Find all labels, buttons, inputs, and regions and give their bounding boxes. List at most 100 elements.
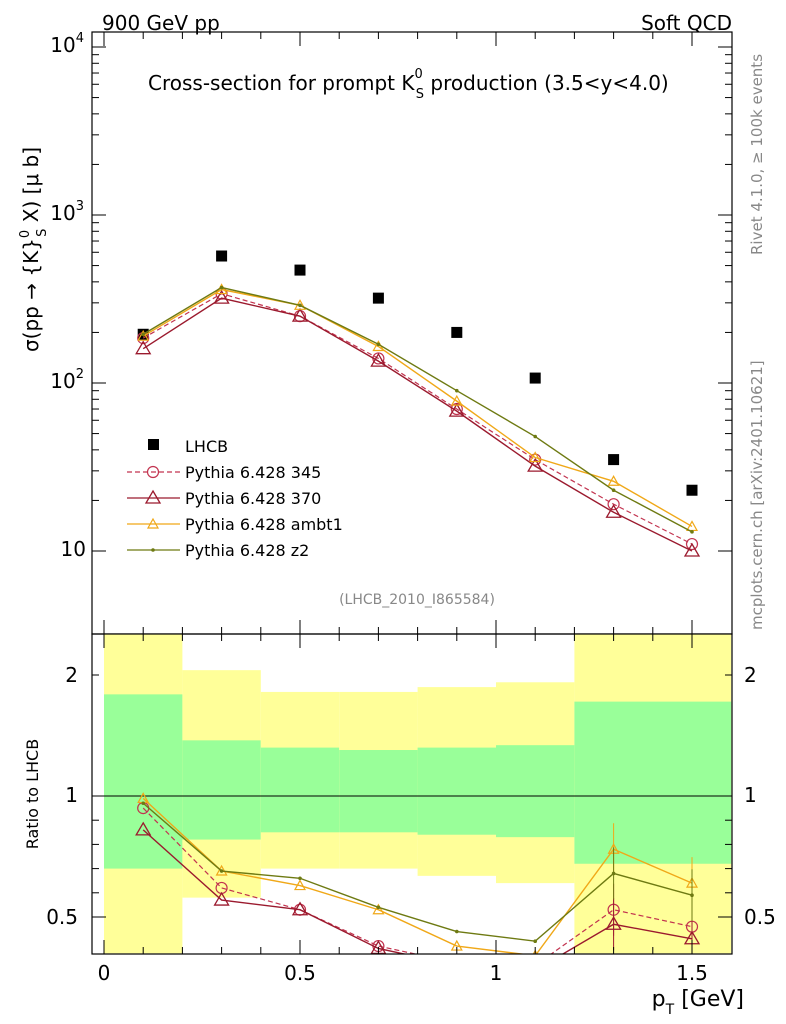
main-point-pythia-6-428-z2-2 (298, 303, 302, 308)
x-tick-label-1.5: 1.5 (676, 961, 708, 985)
legend-item-ambt1: Pythia 6.428 ambt1 (127, 515, 343, 534)
legend: LHCB Pythia 6.428 345 Pythia 6.428 370 P… (127, 437, 343, 560)
main-point-pythia-6-428-z2-4 (455, 388, 459, 393)
header-category: Soft QCD (641, 11, 732, 35)
main-point-pythia-6-428-370-2 (291, 307, 309, 322)
y-tick-label-10000: 104 (50, 31, 84, 57)
ratio-point-pythia-6-428-z2-1 (219, 869, 224, 873)
main-point-pythia-6-428-370-4 (448, 402, 465, 417)
ratio-point-pythia-6-428-345-5 (530, 960, 541, 971)
ratio-line-pythia-6-428-z2 (142, 802, 693, 942)
ratio-band-inner-2 (260, 747, 340, 833)
ratio-band-inner-3 (339, 750, 418, 833)
legend-marker-ambt1 (146, 517, 160, 529)
ratio-band-inner-0 (104, 694, 183, 869)
main-point-pythia-6-428-ambt1-4 (450, 394, 463, 406)
main-point-pythia-6-428-ambt1-0 (137, 329, 150, 341)
main-line-pythia-6-428-345 (142, 293, 693, 545)
main-point-pythia-6-428-370-3 (370, 352, 387, 367)
main-point-pythia-6-428-z2-7 (690, 530, 694, 534)
ratio-band-inner-1 (182, 740, 261, 840)
mcplots-label: mcplots.cern.ch [arXiv:2401.10621] (748, 360, 766, 630)
plot-title: Cross-section for prompt K0 S production … (148, 67, 669, 102)
main-line-pythia-6-428-ambt1 (142, 288, 693, 528)
legend-item-p345: Pythia 6.428 345 (127, 463, 321, 482)
ratio-point-pythia-6-428-z2-6 (611, 871, 616, 876)
main-y-ticks (92, 32, 732, 634)
x-tick-labels: 0 0.5 1 1.5 (98, 961, 708, 985)
main-point-lhcb-1 (216, 250, 228, 262)
legend-label-p370: Pythia 6.428 370 (185, 489, 321, 508)
legend-label-ambt1: Pythia 6.428 ambt1 (185, 515, 343, 534)
ratio-point-pythia-6-428-z2-3 (376, 905, 381, 910)
ratio-point-pythia-6-428-ambt1-3 (372, 903, 385, 915)
ratio-plot-frame (91, 633, 733, 955)
ratio-point-pythia-6-428-ambt1-2 (293, 879, 307, 891)
y-tick-label-1000: 103 (50, 199, 84, 225)
ratio-plot: 0.5 1 2 0.5 1 2 Ratio to LHCB 0 0.5 1 1.… (23, 633, 776, 1018)
x-tick-label-1: 1 (490, 961, 503, 985)
main-point-pythia-6-428-z2-1 (219, 285, 224, 290)
ratio-point-pythia-6-428-370-4 (450, 958, 464, 970)
ratio-y-tick-label-0.5: 0.5 (46, 905, 78, 929)
ratio-point-pythia-6-428-370-0 (135, 821, 152, 836)
main-point-pythia-6-428-z2-0 (141, 332, 145, 337)
ratio-point-pythia-6-428-z2-2 (298, 876, 302, 881)
legend-label-lhcb: LHCB (185, 437, 228, 456)
ratio-point-pythia-6-428-ambt1-1 (215, 864, 228, 876)
legend-marker-p370 (144, 489, 162, 504)
main-point-lhcb-5 (529, 372, 541, 384)
main-point-pythia-6-428-ambt1-5 (529, 451, 542, 463)
ratio-point-pythia-6-428-z2-7 (690, 893, 694, 898)
ratio-y-tick-labels-left: 0.5 1 2 (46, 663, 78, 929)
main-point-pythia-6-428-z2-5 (533, 434, 537, 439)
y-tick-label-10: 10 (61, 537, 86, 561)
legend-marker-lhcb (148, 439, 159, 450)
legend-item-lhcb: LHCB (148, 437, 228, 456)
ratio-y-tick-label-right-1: 1 (744, 783, 757, 807)
ratio-point-pythia-6-428-370-5 (528, 963, 542, 975)
main-plot-marks (135, 250, 701, 557)
ratio-y-tick-labels-right: 0.5 1 2 (744, 663, 776, 929)
main-point-lhcb-6 (608, 454, 620, 466)
main-point-pythia-6-428-ambt1-6 (607, 475, 620, 486)
legend-marker-z2 (151, 548, 155, 552)
main-y-axis-label: σ(pp → {K}0 S X) [μ b] (18, 147, 50, 352)
ratio-line-pythia-6-428-370 (142, 829, 693, 954)
ratio-y-tick-label-right-2: 2 (744, 663, 757, 687)
main-point-lhcb-4 (451, 326, 463, 338)
ratio-point-pythia-6-428-345-4 (451, 957, 462, 968)
analysis-tag: (LHCB_2010_I865584) (339, 592, 495, 608)
ratio-band-inner-5 (496, 745, 575, 838)
legend-marker-p345 (146, 465, 160, 479)
main-y-tick-labels: 10 102 103 104 (50, 31, 86, 561)
ratio-y-axis-label: Ratio to LHCB (23, 739, 42, 849)
ratio-point-pythia-6-428-370-6 (605, 915, 622, 930)
ratio-band-inner-4 (417, 747, 496, 835)
ratio-line-pythia-6-428-ambt1 (142, 797, 693, 954)
ratio-point-pythia-6-428-z2-0 (141, 801, 145, 806)
main-point-pythia-6-428-370-5 (527, 457, 544, 472)
rivet-label: Rivet 4.1.0, ≥ 100k events (748, 54, 766, 255)
legend-item-z2: Pythia 6.428 z2 (127, 541, 309, 560)
legend-label-z2: Pythia 6.428 z2 (185, 541, 309, 560)
ratio-ticks (92, 634, 732, 954)
main-point-lhcb-7 (686, 484, 698, 496)
ratio-y-tick-label-2: 2 (65, 663, 78, 687)
main-point-pythia-6-428-370-0 (135, 340, 152, 355)
main-point-pythia-6-428-370-6 (605, 503, 622, 518)
main-point-pythia-6-428-370-7 (683, 542, 701, 557)
main-line-pythia-6-428-370 (142, 297, 693, 552)
main-line-pythia-6-428-z2 (142, 286, 693, 533)
legend-item-p370: Pythia 6.428 370 (127, 489, 321, 508)
x-tick-label-0: 0 (98, 961, 111, 985)
ratio-plot-marks (92, 634, 732, 975)
ratio-band-inner-6 (574, 701, 732, 864)
header-energy: 900 GeV pp (102, 11, 220, 35)
main-point-pythia-6-428-345-7 (685, 537, 699, 551)
main-point-lhcb-2 (294, 264, 306, 276)
y-tick-label-100: 102 (50, 367, 84, 393)
main-point-lhcb-3 (372, 292, 384, 304)
ratio-point-pythia-6-428-370-1 (213, 891, 230, 906)
ratio-y-tick-label-right-0.5: 0.5 (744, 905, 776, 929)
